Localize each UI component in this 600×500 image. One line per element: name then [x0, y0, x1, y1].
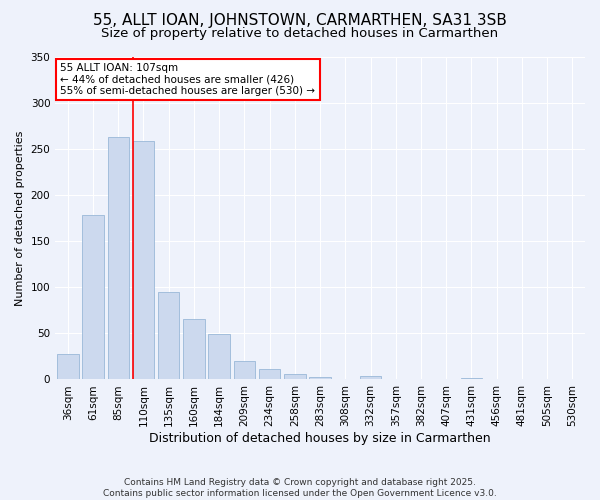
Bar [82, 215, 104, 380]
Bar [183, 320, 205, 380]
X-axis label: Distribution of detached houses by size in Carmarthen: Distribution of detached houses by size … [149, 432, 491, 445]
Text: Size of property relative to detached houses in Carmarthen: Size of property relative to detached ho… [101, 28, 499, 40]
Text: 55 ALLT IOAN: 107sqm
← 44% of detached houses are smaller (426)
55% of semi-deta: 55 ALLT IOAN: 107sqm ← 44% of detached h… [61, 63, 316, 96]
Bar [284, 374, 305, 380]
Bar [57, 354, 79, 380]
Bar [233, 361, 255, 380]
Bar [461, 378, 482, 380]
Bar [360, 376, 381, 380]
Bar [133, 142, 154, 380]
Text: Contains HM Land Registry data © Crown copyright and database right 2025.
Contai: Contains HM Land Registry data © Crown c… [103, 478, 497, 498]
Bar [208, 334, 230, 380]
Bar [259, 370, 280, 380]
Y-axis label: Number of detached properties: Number of detached properties [15, 130, 25, 306]
Bar [310, 376, 331, 380]
Bar [107, 137, 129, 380]
Text: 55, ALLT IOAN, JOHNSTOWN, CARMARTHEN, SA31 3SB: 55, ALLT IOAN, JOHNSTOWN, CARMARTHEN, SA… [93, 12, 507, 28]
Bar [536, 378, 558, 380]
Bar [158, 292, 179, 380]
